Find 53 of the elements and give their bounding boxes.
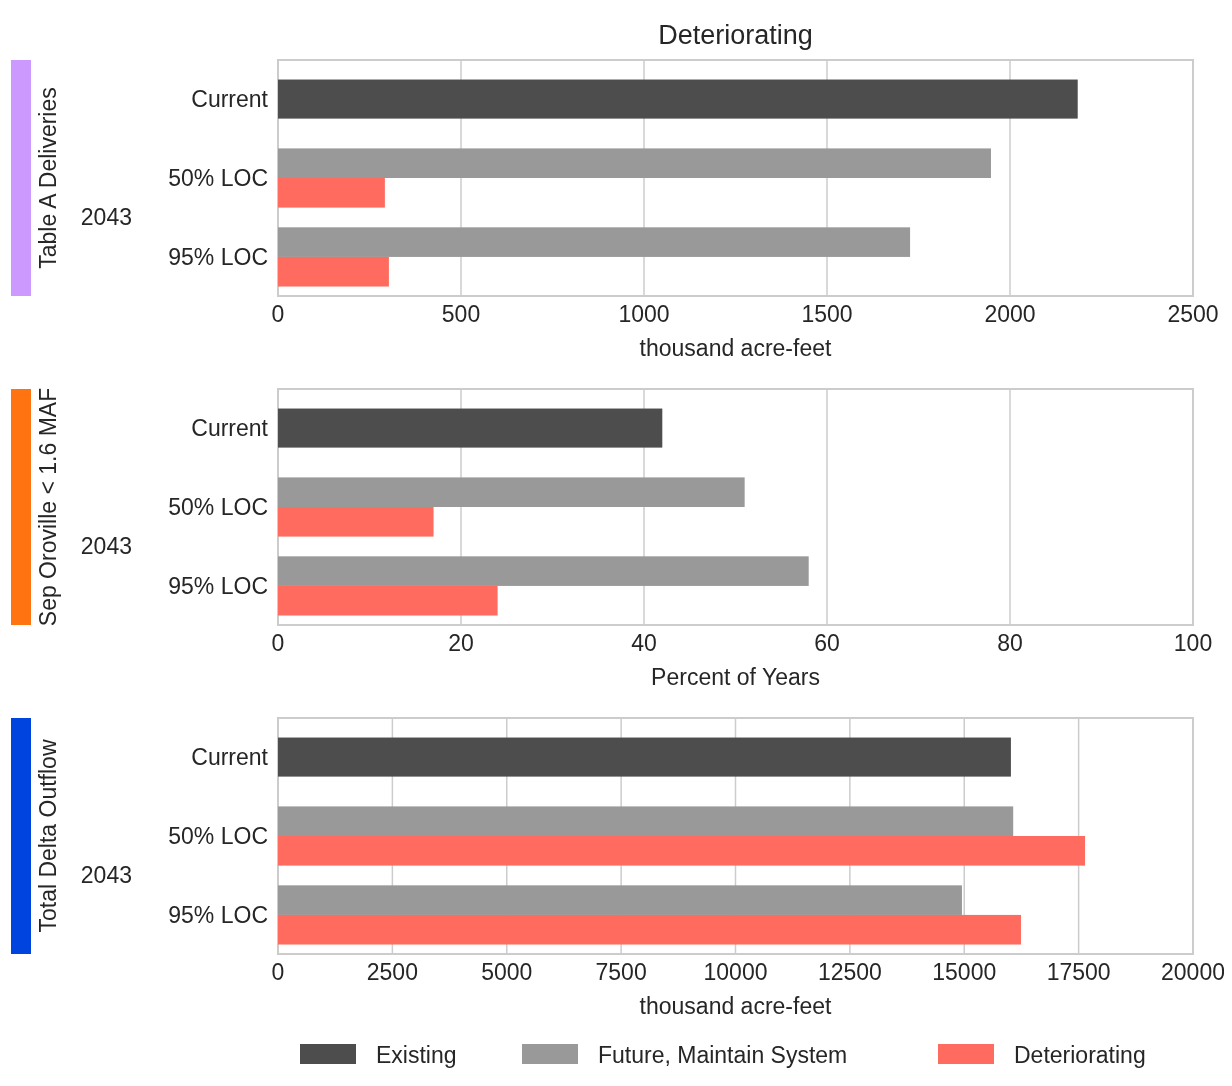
bar — [278, 79, 1078, 119]
legend-label: Future, Maintain System — [598, 1042, 848, 1068]
x-tick-label: 0 — [271, 630, 285, 656]
x-tick-label: 2500 — [366, 959, 418, 985]
x-tick-label: 1500 — [801, 301, 853, 327]
x-tick-label: 5000 — [481, 959, 533, 985]
bar — [278, 148, 991, 178]
bar — [278, 556, 809, 586]
legend-label: Deteriorating — [1014, 1042, 1146, 1068]
bar — [278, 256, 389, 287]
x-tick-label: 500 — [441, 301, 481, 327]
x-tick-label: 100 — [1173, 630, 1213, 656]
y-tick-label: 50% LOC — [168, 165, 268, 191]
text: 2043 — [80, 204, 132, 231]
y-axis-title: Sep Oroville < 1.6 MAF — [35, 387, 61, 627]
x-tick-label: 0 — [271, 959, 285, 985]
x-tick-label: 12500 — [817, 959, 882, 985]
x-tick-label: 20 — [448, 630, 474, 656]
y-tick-label: 50% LOC — [168, 494, 268, 520]
y-tick-label: 95% LOC — [168, 243, 268, 270]
x-tick-label: 1000 — [618, 301, 670, 327]
y-tick-label: Current — [191, 744, 269, 771]
x-tick-label: 60 — [814, 630, 840, 656]
x-tick-label: 0 — [271, 301, 285, 327]
text: 2043 — [80, 533, 132, 560]
legend-label: Existing — [376, 1042, 457, 1068]
bar — [278, 507, 434, 537]
y-tick-label: Current — [191, 86, 269, 113]
x-tick-label: 17500 — [1046, 959, 1111, 985]
x-tick-label: 2000 — [984, 301, 1036, 327]
bar — [278, 585, 498, 616]
y-tick-label: 95% LOC — [168, 901, 268, 928]
x-tick-label: 20000 — [1161, 959, 1225, 985]
x-axis-title: thousand acre-feet — [639, 335, 833, 361]
x-tick-label: 15000 — [932, 959, 997, 985]
y-axis-title: Total Delta Outflow — [35, 739, 61, 933]
y-tick-label: 95% LOC — [168, 572, 268, 599]
chart-title: Deteriorating — [658, 20, 813, 50]
x-axis-title: thousand acre-feet — [639, 993, 833, 1019]
text: 2043 — [80, 862, 132, 889]
x-tick-label: 80 — [997, 630, 1023, 656]
bar — [278, 227, 911, 257]
x-axis-title: Percent of Years — [651, 664, 820, 690]
bar — [278, 408, 663, 448]
bar — [278, 178, 385, 208]
x-tick-label: 10000 — [703, 959, 768, 985]
x-tick-label: 40 — [631, 630, 657, 656]
y-tick-label: 50% LOC — [168, 823, 268, 849]
x-tick-label: 7500 — [595, 959, 647, 985]
y-tick-label: Current — [191, 415, 269, 442]
x-tick-label: 2500 — [1167, 301, 1219, 327]
bar — [278, 477, 745, 507]
y-axis-title: Table A Deliveries — [35, 87, 61, 269]
